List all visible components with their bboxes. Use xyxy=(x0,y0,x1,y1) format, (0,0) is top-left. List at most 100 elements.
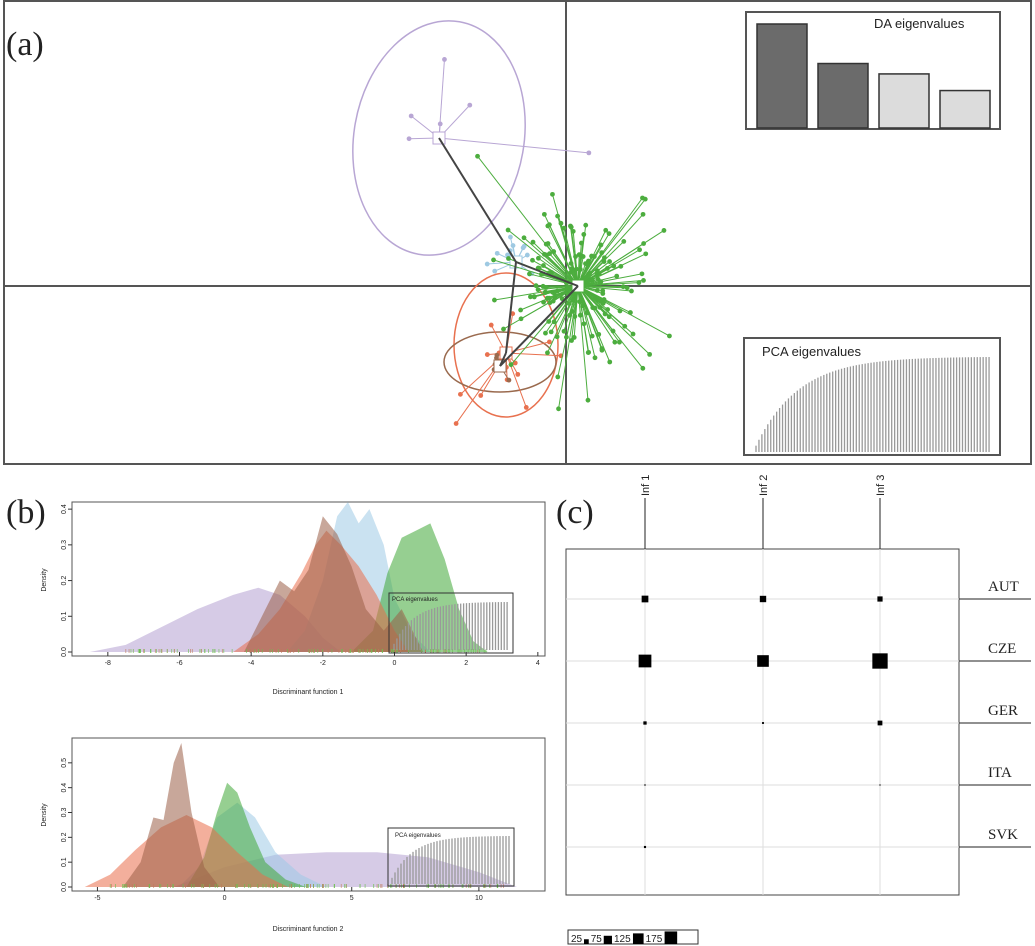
legend-label: 175 xyxy=(646,934,663,945)
scatter-point xyxy=(406,136,412,142)
y-tick-label: 0.1 xyxy=(61,857,68,867)
scatter-spoke xyxy=(505,352,561,357)
scatter-point xyxy=(630,331,636,337)
scatter-point xyxy=(667,333,672,339)
density-area xyxy=(122,742,220,887)
scatter-point xyxy=(640,365,646,371)
scatter-point xyxy=(607,359,613,365)
scatter-point xyxy=(551,249,557,254)
scatter-point xyxy=(533,283,539,289)
scatter-point xyxy=(492,297,497,303)
scatter-spoke xyxy=(558,285,579,409)
b1-frame xyxy=(71,501,546,657)
scatter-point xyxy=(530,257,535,263)
scatter-point xyxy=(561,328,567,334)
scatter-spoke xyxy=(577,241,625,287)
da-eigen-bar xyxy=(878,73,930,129)
scatter-point xyxy=(636,280,642,286)
scatter-point xyxy=(606,314,612,320)
scatter-point xyxy=(531,294,537,299)
scatter-point xyxy=(640,211,646,217)
scatter-point xyxy=(596,331,602,337)
x-tick-label: -2 xyxy=(320,660,326,667)
column-label: Inf 1 xyxy=(640,475,652,496)
scatter-point xyxy=(527,271,532,277)
scatter-spoke xyxy=(577,285,632,292)
scatter-point xyxy=(494,250,500,256)
scatter-spoke xyxy=(577,279,644,287)
scatter-point xyxy=(628,310,633,315)
b2-ylabel: Density xyxy=(41,803,48,827)
scatter-point xyxy=(488,322,494,328)
scatter-point xyxy=(573,266,579,272)
panel-b-label: (b) xyxy=(6,494,46,531)
x-tick-label: -5 xyxy=(94,895,100,902)
scatter-spoke xyxy=(577,285,589,401)
scatter-point xyxy=(545,350,550,356)
scatter-point xyxy=(661,228,667,233)
y-tick-label: 0.0 xyxy=(61,647,68,657)
scatter-spoke xyxy=(543,214,579,287)
panel-c-label: (c) xyxy=(556,494,594,531)
legend-square xyxy=(584,939,589,944)
membership-square xyxy=(879,784,881,786)
da-inset-title: DA eigenvalues xyxy=(874,16,965,31)
scatter-point xyxy=(617,308,623,314)
scatter-point xyxy=(614,273,620,279)
scatter-point xyxy=(621,238,627,244)
pca-bars-a xyxy=(755,357,990,452)
scatter-point xyxy=(599,347,605,353)
scatter-spoke xyxy=(577,214,644,287)
scatter-spoke xyxy=(577,234,585,287)
scatter-point xyxy=(536,265,542,271)
scatter-point xyxy=(515,371,521,377)
b1-xlabel: Discriminant function 1 xyxy=(273,689,344,696)
scatter-point xyxy=(612,339,618,345)
scatter-point xyxy=(475,153,480,159)
scatter-point xyxy=(484,352,490,357)
y-tick-label: 0.5 xyxy=(61,758,68,768)
y-tick-label: 0.2 xyxy=(61,576,68,586)
b1-pca-inset xyxy=(388,592,514,654)
da-bars xyxy=(756,23,991,129)
membership-square xyxy=(643,845,647,849)
y-tick-label: 0.2 xyxy=(61,832,68,842)
scatter-point xyxy=(564,334,569,340)
legend-square xyxy=(632,933,644,944)
scatter-point xyxy=(506,377,512,383)
membership-square xyxy=(877,720,883,726)
scatter-point xyxy=(556,406,561,412)
scatter-point xyxy=(603,227,609,233)
scatter-point xyxy=(484,261,490,267)
scatter-point xyxy=(521,243,527,249)
b1-density-areas xyxy=(89,502,488,653)
y-tick-label: 0.0 xyxy=(61,882,68,892)
b1-pca-title: PCA eigenvalues xyxy=(392,597,438,603)
density-area xyxy=(244,516,424,652)
row-label: AUT xyxy=(988,579,1019,595)
scatter-point xyxy=(530,239,536,245)
legend-square xyxy=(664,931,678,944)
scatter-point xyxy=(607,259,612,264)
legend-label: 25 xyxy=(571,934,583,945)
scatter-point xyxy=(518,316,524,322)
membership-square xyxy=(644,784,646,786)
density-plot-df1: -8 -6 -4 -2 0 2 4 0.0 0.1 0.2 0.3 0.4 Discriminant … xyxy=(41,501,546,696)
scatter-point xyxy=(491,257,496,263)
scatter-spoke xyxy=(577,285,634,335)
scatter-point xyxy=(600,291,606,296)
scatter-point xyxy=(506,256,511,261)
centroid-link xyxy=(515,261,579,287)
centroid-link xyxy=(438,137,517,263)
scatter-point xyxy=(555,213,560,219)
scatter-point xyxy=(458,391,463,397)
pca-eigen-inset-a: PCA eigenvalues xyxy=(743,337,1001,456)
scatter-point xyxy=(585,397,591,403)
y-tick-label: 0.3 xyxy=(61,540,68,550)
scatter-point xyxy=(601,259,607,265)
scatter-point xyxy=(518,307,523,313)
scatter-point xyxy=(642,196,648,202)
y-tick-label: 0.4 xyxy=(61,783,68,793)
b1-pca-bars xyxy=(393,602,508,650)
membership-square xyxy=(759,595,767,603)
